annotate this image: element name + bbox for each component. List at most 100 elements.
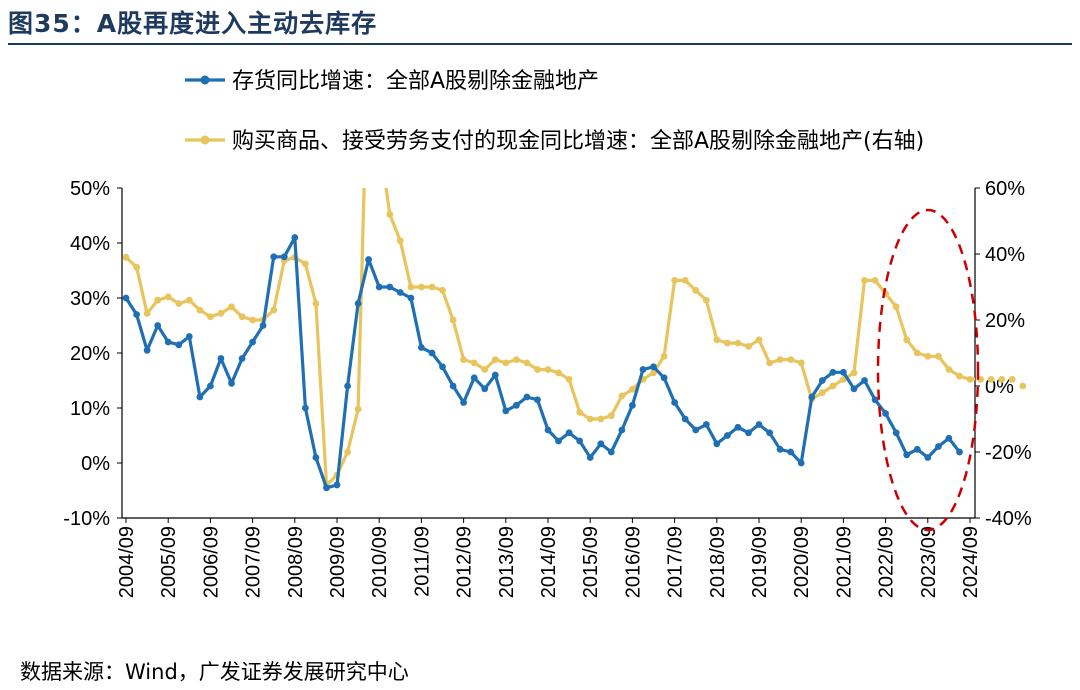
inventory-point [755, 421, 763, 428]
inventory-point [597, 440, 605, 448]
x-tick-label: 2020/09 [791, 526, 813, 598]
inventory-point [776, 445, 784, 453]
legend-inventory-label: 存货同比增速：全部A股剔除金融地产 [232, 69, 599, 94]
inventory-point [913, 445, 921, 453]
inventory-point [312, 454, 320, 461]
inventory-point [481, 385, 489, 393]
cash-point [671, 277, 678, 284]
inventory-point [945, 434, 953, 442]
left-tick-label: 40% [70, 233, 110, 255]
inventory-point [418, 344, 425, 351]
inventory-point [829, 368, 837, 376]
inventory-point [491, 371, 499, 379]
legend: 存货同比增速：全部A股剔除金融地产购买商品、接受劳务支付的现金同比增速：全部A股… [185, 69, 924, 154]
x-tick-label: 2011/09 [411, 526, 433, 597]
inventory-point [143, 346, 151, 354]
x-tick-label: 2016/09 [622, 526, 644, 598]
x-tick-label: 2022/09 [876, 526, 898, 598]
inventory-point [270, 253, 278, 261]
inventory-point [502, 407, 510, 415]
cash-point [681, 277, 689, 284]
inventory-point [671, 399, 678, 406]
inventory-point [639, 366, 647, 373]
source-note: 数据来源：Wind，广发证券发展研究中心 [20, 660, 409, 684]
inventory-point [565, 429, 573, 437]
inventory-point [291, 234, 299, 241]
x-tick-label: 2009/09 [327, 526, 349, 598]
inventory-point [122, 294, 130, 302]
cash-point [924, 352, 932, 360]
cash-point [565, 376, 573, 383]
cash-point [734, 339, 742, 347]
x-tick-label: 2014/09 [538, 526, 560, 598]
cash-point [143, 310, 151, 317]
chart-title: 图35：A股再度进入主动去库存 [8, 9, 378, 38]
inventory-point [660, 374, 668, 382]
inventory-point [618, 426, 626, 434]
cash-point [302, 260, 309, 268]
cash-point [439, 286, 446, 294]
inventory-point [544, 426, 552, 434]
cash-point [175, 300, 183, 307]
cash-point [650, 369, 657, 377]
x-tick-label: 2007/09 [243, 526, 265, 598]
axes: 50%40%30%20%10%0%-10%60%40%20%0%-20%-40%… [63, 178, 1032, 598]
inventory-point [861, 377, 868, 384]
x-tick-label: 2018/09 [707, 526, 729, 598]
x-tick-label: 2021/09 [833, 526, 855, 598]
inventory-point [882, 410, 889, 417]
inventory-point [217, 355, 225, 362]
x-tick-label: 2023/09 [918, 526, 940, 598]
inventory-point [702, 421, 710, 428]
cash-point [354, 405, 362, 413]
inventory-point [724, 432, 731, 439]
cash-point [576, 409, 584, 416]
legend-cash-label: 购买商品、接受劳务支付的现金同比增速：全部A股剔除金融地产(右轴) [232, 129, 924, 154]
cash-point [755, 336, 763, 344]
inventory-point [133, 311, 141, 318]
cash-point [133, 263, 141, 271]
inventory-point [428, 349, 436, 357]
left-tick-label: 10% [70, 398, 110, 420]
cash-point [449, 316, 457, 324]
inventory-point [681, 415, 689, 423]
cash-point [787, 356, 795, 363]
cash-point [861, 277, 868, 284]
inventory-point [713, 440, 721, 448]
inventory-point [175, 341, 183, 349]
annotation-highlight [876, 208, 980, 532]
inventory-point [196, 393, 204, 401]
x-tick-label: 2006/09 [200, 526, 222, 598]
inventory-point [787, 448, 795, 456]
x-tick-label: 2024/09 [960, 526, 982, 598]
cash-point [154, 296, 162, 304]
cash-point [196, 306, 204, 314]
highlight-ellipse [876, 208, 980, 532]
inventory-point [797, 459, 805, 467]
inventory-point [935, 443, 942, 450]
cash-point [407, 283, 415, 291]
inventory-point [576, 437, 584, 445]
cash-point [660, 352, 668, 360]
inventory-line [124, 235, 961, 490]
inventory-point [956, 448, 963, 456]
cash-point [238, 313, 246, 321]
cash-point [217, 310, 225, 317]
cash-point [249, 316, 256, 324]
right-tick-label: 60% [985, 178, 1025, 200]
cash-point [386, 211, 394, 218]
right-tick-label: 20% [985, 310, 1025, 332]
cash-point [913, 349, 921, 357]
inventory-point [259, 322, 267, 329]
x-tick-label: 2008/09 [285, 526, 307, 598]
inventory-point [407, 294, 415, 302]
left-tick-label: 50% [70, 178, 110, 200]
cash-point [428, 283, 436, 291]
inventory-point [534, 396, 541, 404]
cash-point [935, 352, 942, 360]
right-tick-label: -40% [985, 508, 1032, 530]
inventory-point [365, 256, 372, 263]
cash-point [871, 277, 879, 284]
inventory-point [228, 379, 235, 387]
